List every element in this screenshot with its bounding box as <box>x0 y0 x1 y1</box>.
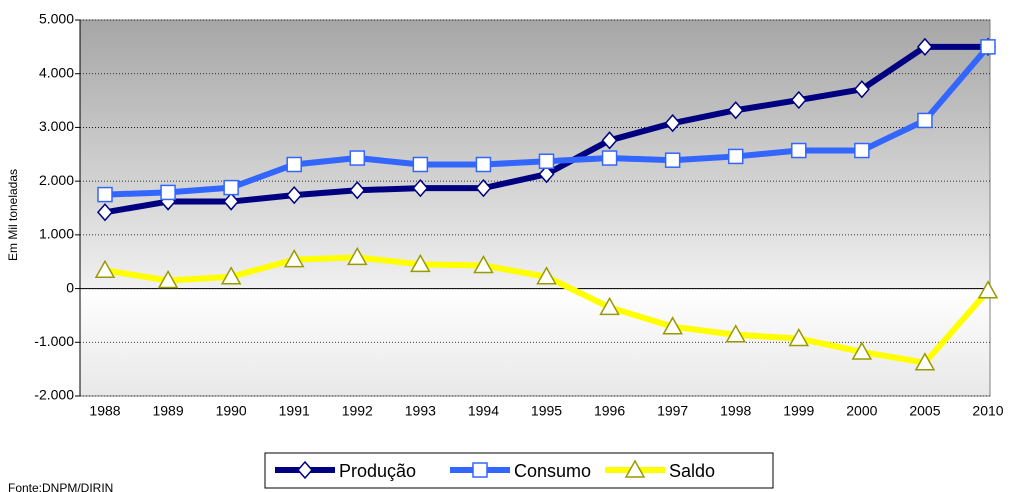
point-marker <box>854 142 870 159</box>
point-marker <box>473 254 494 274</box>
point-marker <box>914 352 936 371</box>
point-marker <box>917 112 933 129</box>
x-tick-label: 1989 <box>152 403 183 419</box>
point-marker <box>851 341 873 360</box>
x-tick-label: 1996 <box>594 403 625 419</box>
point-marker <box>475 156 492 173</box>
legend-label: Consumo <box>514 461 591 481</box>
point-marker <box>283 249 305 268</box>
point-marker <box>349 150 366 166</box>
point-marker <box>349 181 366 200</box>
point-marker <box>223 179 239 196</box>
y-tick-label: 1.000 <box>39 226 74 242</box>
legend-marker <box>297 460 313 480</box>
point-marker <box>538 153 555 170</box>
point-marker <box>788 327 810 347</box>
x-tick-label: 2010 <box>972 403 1003 419</box>
plot-background <box>80 288 990 396</box>
x-tick-label: 1998 <box>720 403 751 419</box>
point-marker <box>664 152 681 168</box>
point-marker <box>160 184 176 201</box>
point-marker <box>727 148 744 165</box>
point-marker <box>791 142 807 159</box>
point-marker <box>916 37 933 56</box>
point-marker <box>475 178 492 198</box>
legend-marker <box>624 459 646 478</box>
x-tick-label: 1995 <box>531 403 562 419</box>
point-marker <box>412 178 429 198</box>
plot-background <box>80 20 990 289</box>
point-marker <box>727 101 744 120</box>
legend-marker <box>472 462 488 478</box>
point-marker <box>599 296 620 316</box>
y-tick-label: 3.000 <box>39 118 74 134</box>
point-marker <box>286 156 302 173</box>
x-tick-label: 1997 <box>657 403 688 419</box>
y-tick-label: 5.000 <box>39 11 74 27</box>
point-marker <box>853 80 870 99</box>
legend-box <box>264 452 774 489</box>
point-marker <box>220 266 242 285</box>
y-tick-label: -1.000 <box>34 333 74 349</box>
point-marker <box>662 316 683 335</box>
point-marker <box>536 266 557 285</box>
point-marker <box>538 165 555 184</box>
legend-label: Produção <box>339 461 416 481</box>
point-marker <box>664 113 681 133</box>
x-tick-label: 1992 <box>342 403 373 419</box>
point-marker <box>412 156 429 173</box>
x-tick-label: 1990 <box>216 403 247 419</box>
point-marker <box>223 192 240 211</box>
x-tick-label: 1988 <box>89 403 120 419</box>
point-marker <box>790 90 807 110</box>
point-marker <box>94 259 116 279</box>
y-tick-label: 4.000 <box>39 64 74 80</box>
y-tick-label: -2.000 <box>34 387 74 403</box>
x-tick-label: 1993 <box>405 403 436 419</box>
point-marker <box>157 269 179 289</box>
x-tick-label: 2000 <box>846 403 877 419</box>
point-marker <box>347 246 368 266</box>
legend-label: Saldo <box>669 461 715 481</box>
y-axis-label: Em Mil toneladas <box>6 169 20 261</box>
x-tick-label: 1994 <box>468 403 499 419</box>
x-tick-label: 2005 <box>909 403 940 419</box>
x-tick-label: 1991 <box>279 403 310 419</box>
point-marker <box>601 131 618 150</box>
point-marker <box>977 280 999 299</box>
x-tick-label: 1999 <box>783 403 814 419</box>
point-marker <box>725 324 746 343</box>
y-tick-label: 2.000 <box>39 172 74 188</box>
point-marker <box>97 186 113 203</box>
point-marker <box>286 185 303 205</box>
point-marker <box>410 253 431 273</box>
point-marker <box>97 203 113 222</box>
point-marker <box>601 150 618 166</box>
point-marker <box>980 39 996 55</box>
source: Fonte:DNPM/DIRIN <box>8 481 113 492</box>
y-tick-label: 0 <box>66 279 74 295</box>
